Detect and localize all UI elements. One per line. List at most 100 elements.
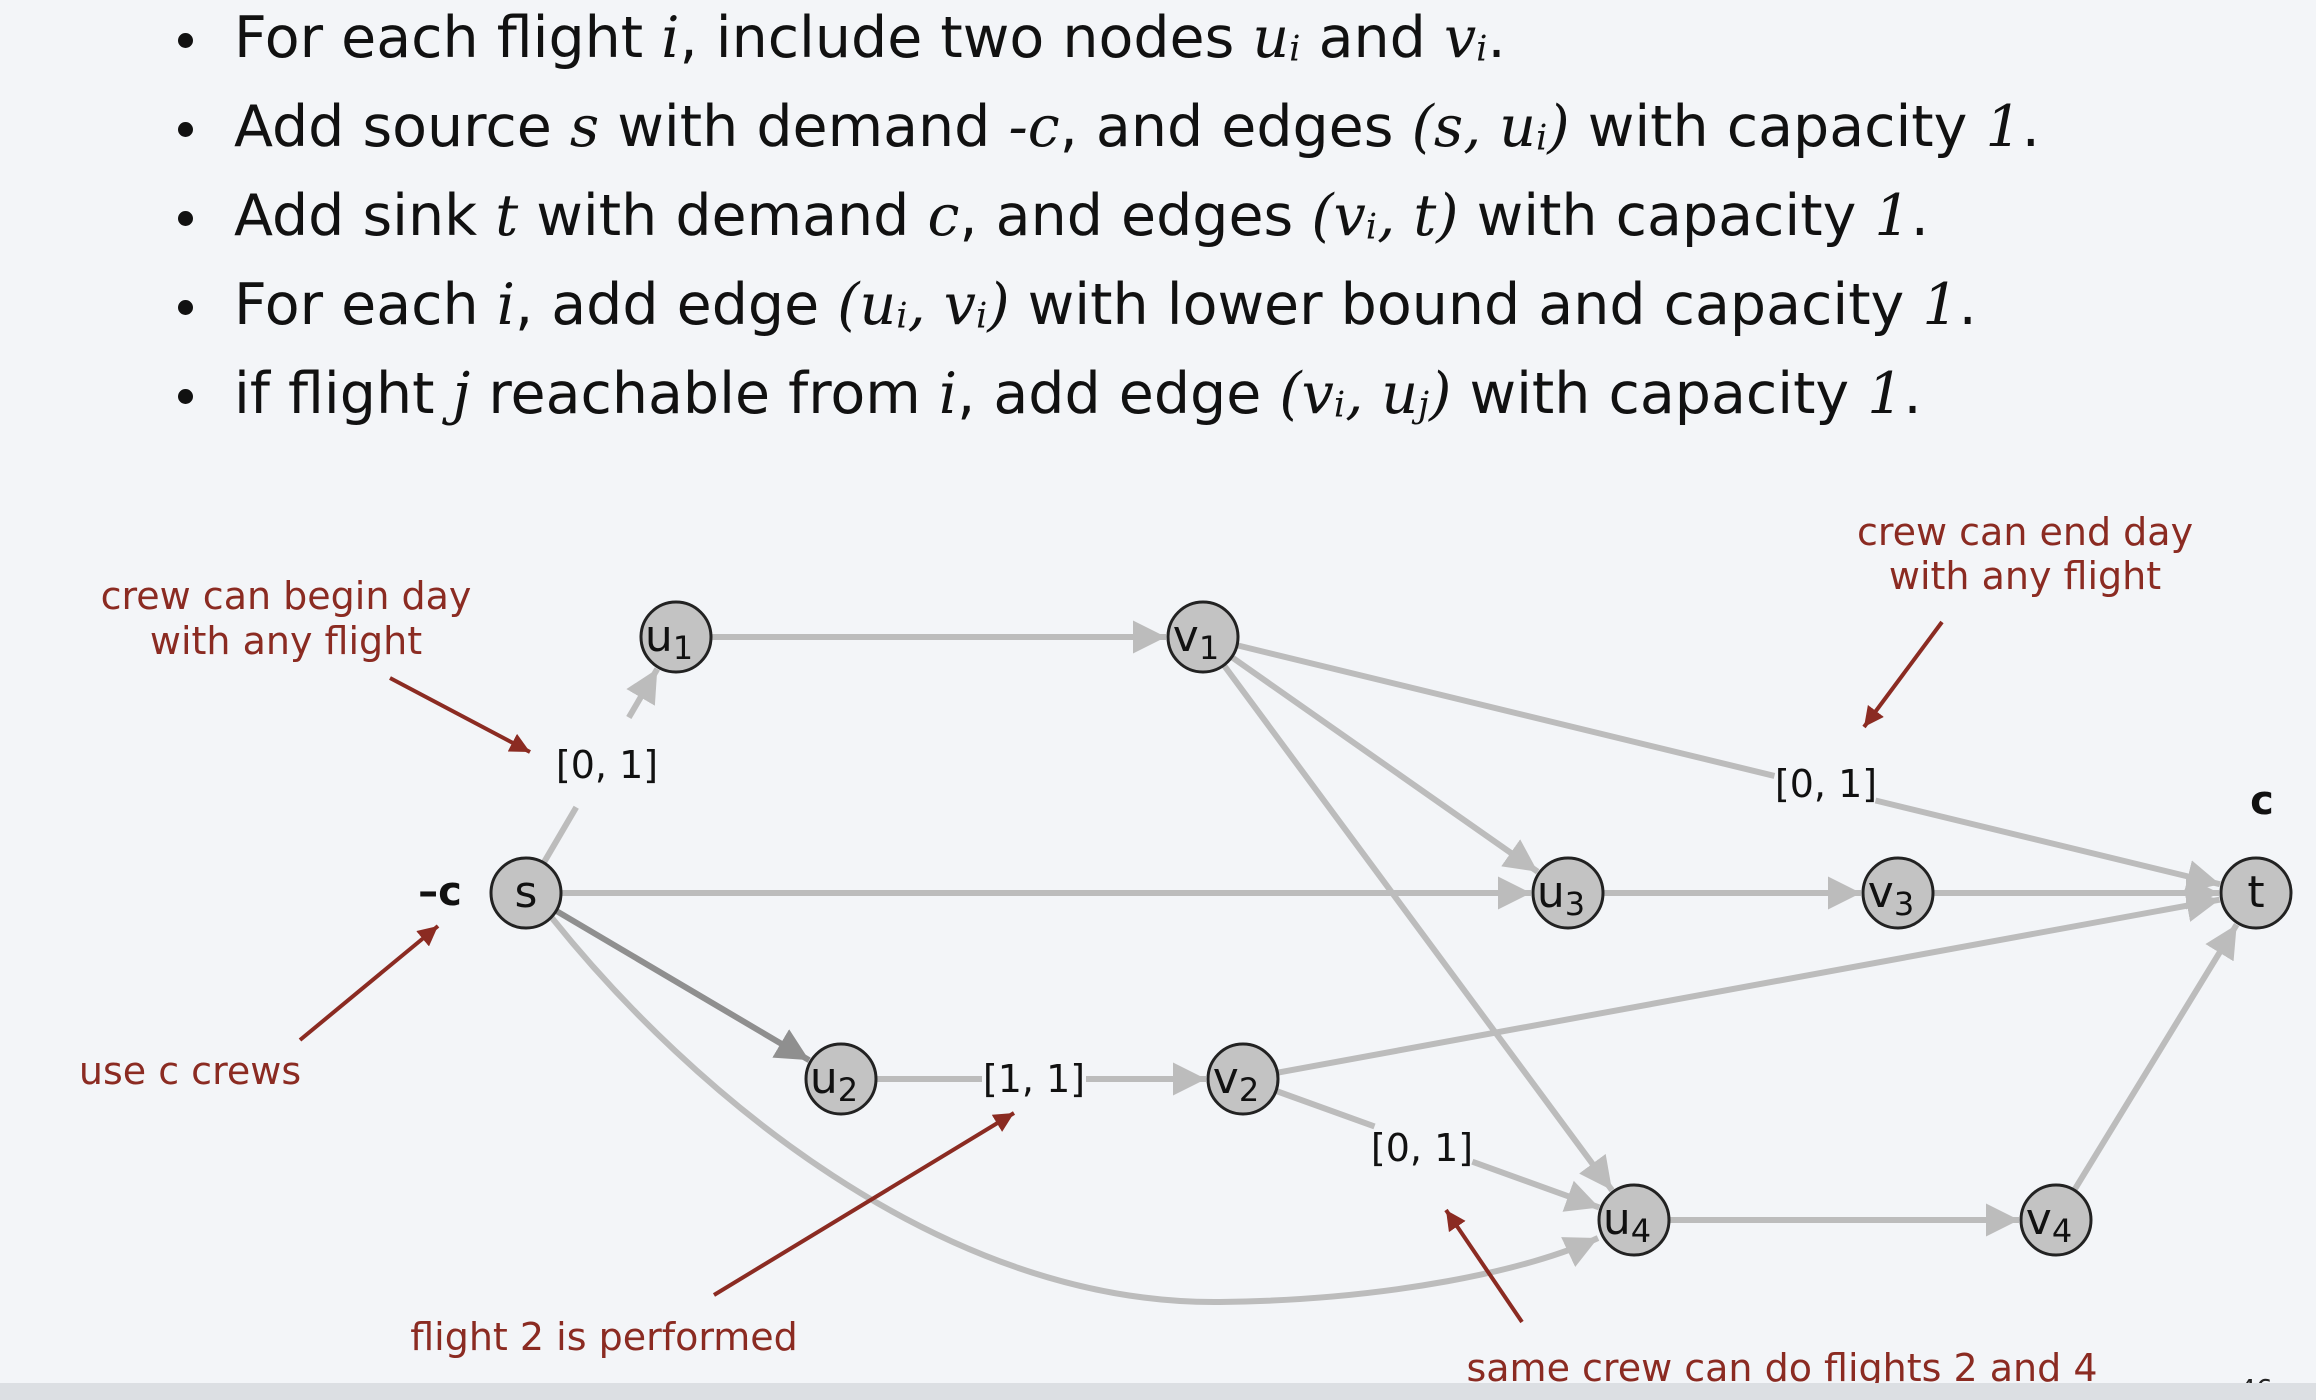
bullet-dot (178, 389, 193, 404)
node-label: v2 (1213, 1053, 1259, 1109)
bullet-text-part: . (1910, 183, 1929, 249)
bullet-subscript: j (1418, 384, 1430, 426)
bullet-text-part: For each (234, 272, 497, 338)
node-label: v4 (2026, 1194, 2072, 1250)
annotation-begin-line-2: with any flight (150, 619, 422, 663)
edge-v1-t (1874, 797, 2221, 893)
node-label-base: s (515, 867, 538, 918)
node-label-base: v (1213, 1053, 1239, 1104)
bullet-dot (178, 33, 193, 48)
bullet-text: Add sink t with demand c, and edges (vi,… (234, 178, 1929, 266)
bullet-math: -c (1008, 94, 1060, 160)
bullet-math: (v (1311, 183, 1366, 249)
node-u1: u1 (639, 600, 713, 674)
node-label-base: u (1603, 1194, 1631, 1245)
node-circle (2019, 1183, 2093, 1257)
bullet-text-part: and (1300, 5, 1444, 71)
edge-v1-u3 (1229, 654, 1540, 875)
annotation-end-arrow (1862, 620, 1944, 729)
edge-v2-t (1276, 889, 2221, 1076)
bullet-text-part: with demand (599, 94, 1009, 160)
node-label: v1 (1173, 611, 1219, 667)
node-label-subscript: 3 (1565, 885, 1585, 923)
bullet-text-part: , include two nodes (679, 5, 1253, 71)
node-u2: u2 (804, 1042, 878, 1116)
source-demand-label: –c (418, 869, 462, 915)
annotation-end-line-1: crew can end day (1857, 510, 2193, 554)
node-v1: v1 (1166, 600, 1240, 674)
bullet-subscript: i (1365, 206, 1378, 248)
node-circle (489, 856, 563, 930)
bullet-text-part: , and edges (959, 183, 1312, 249)
bullet-math: s (569, 94, 600, 160)
node-u3: u3 (1531, 856, 1605, 930)
bullet-math: (s, u (1411, 94, 1537, 160)
annotation-begin-line-1: crew can begin day (101, 574, 472, 618)
bullet-text-part: with lower bound and capacity (1009, 272, 1923, 338)
bullet-math: i (496, 272, 515, 338)
node-label: u4 (1603, 1194, 1651, 1250)
node-circle (1597, 1183, 1671, 1257)
bullet-text: if flight j reachable from i, add edge (… (234, 356, 1922, 444)
node-t: t (2219, 856, 2293, 930)
bullet-math: t (495, 183, 519, 249)
node-label-subscript: 1 (1199, 629, 1219, 667)
node-label-base: u (810, 1053, 838, 1104)
bullet-math: 1 (1985, 94, 2022, 160)
node-v4: v4 (2019, 1183, 2093, 1257)
bullet-math: u (1252, 5, 1290, 71)
bullet-math: 1 (1922, 272, 1959, 338)
annotation-performed: flight 2 is performed (410, 1111, 1016, 1359)
node-label-subscript: 4 (2052, 1212, 2072, 1250)
annotation-crews: use c crews (79, 924, 440, 1093)
edge-label-v2-u4: [0, 1] (1371, 1126, 1473, 1170)
bullet-subscript: i (896, 295, 908, 337)
edge-label-s-u1: [0, 1] (556, 743, 658, 787)
node-label-base: u (645, 611, 673, 662)
node-label-base: u (1537, 867, 1565, 918)
bullet-math: 1 (1867, 361, 1904, 427)
bullet-math: v (1443, 5, 1477, 71)
bullet-math: j (452, 361, 471, 427)
bullet-text-part: with capacity (1569, 94, 1986, 160)
node-label-base: v (1173, 611, 1199, 662)
edge-s-u4 (549, 916, 1600, 1306)
bullet-subscript: i (1333, 384, 1346, 426)
edge-v2-u4 (1471, 1158, 1601, 1212)
annotation-begin-arrow (389, 676, 531, 754)
node-circle (639, 600, 713, 674)
bullet-text-part: Add source (234, 94, 570, 160)
node-circle (1861, 856, 1935, 930)
node-label-subscript: 1 (673, 629, 693, 667)
edges (541, 620, 2240, 1306)
node-circle (1531, 856, 1605, 930)
bottom-band (0, 1383, 2316, 1400)
bullet-math: ) (1429, 361, 1452, 427)
bullet-math: , v (907, 272, 976, 338)
annotation-begin: crew can begin day with any flight (101, 574, 531, 754)
node-label-subscript: 2 (1239, 1071, 1259, 1109)
node-label-base: v (1868, 867, 1894, 918)
edge-s-u1 (626, 667, 660, 720)
bullet-text-part: . (1487, 5, 1506, 71)
bullet-text-part: with demand (518, 183, 928, 249)
edge-v2-u4-start (1274, 1088, 1376, 1130)
bullet-text-part: , and edges (1059, 94, 1412, 160)
annotation-crews-text: use c crews (79, 1049, 301, 1093)
bullet-math: ) (987, 272, 1010, 338)
node-label-base: v (2026, 1194, 2052, 1245)
edge-v1-t-start (1236, 642, 1776, 779)
node-label-subscript: 3 (1894, 885, 1914, 923)
bullet-dot (178, 122, 193, 137)
node-circle (804, 1042, 878, 1116)
bullet-subscript: i (1476, 28, 1488, 70)
node-label: u2 (810, 1053, 858, 1109)
edge-s-u2 (554, 908, 811, 1063)
node-label: u1 (645, 611, 693, 667)
bullet-math: , u (1345, 361, 1419, 427)
node-v3: v3 (1861, 856, 1935, 930)
node-v2: v2 (1206, 1042, 1280, 1116)
bullet-text-part: reachable from (470, 361, 939, 427)
node-label: v3 (1868, 867, 1914, 923)
